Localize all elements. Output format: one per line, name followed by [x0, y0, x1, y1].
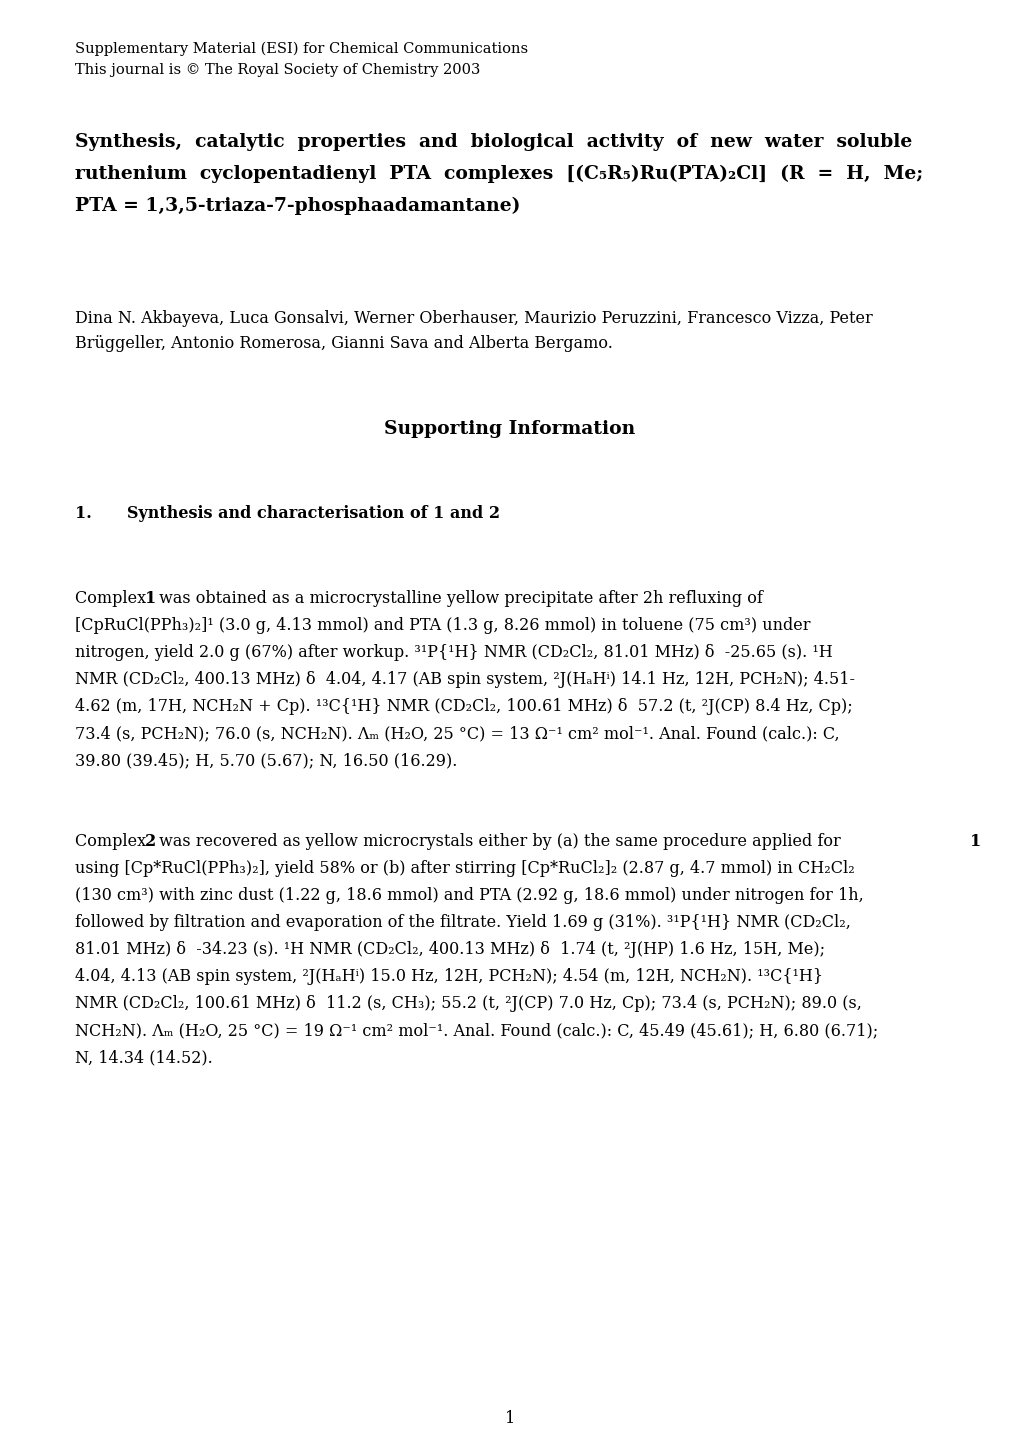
Text: Supplementary Material (ESI) for Chemical Communications: Supplementary Material (ESI) for Chemica…: [75, 42, 528, 56]
Text: Synthesis,  catalytic  properties  and  biological  activity  of  new  water  so: Synthesis, catalytic properties and biol…: [75, 133, 911, 152]
Text: using [Cp*RuCl(PPh₃)₂], yield 58% or (b) after stirring [Cp*RuCl₂]₂ (2.87 g, 4.7: using [Cp*RuCl(PPh₃)₂], yield 58% or (b)…: [75, 860, 854, 877]
Text: PTA = 1,3,5-triaza-7-phosphaadamantane): PTA = 1,3,5-triaza-7-phosphaadamantane): [75, 198, 520, 215]
Text: Synthesis and characterisation of 1 and 2: Synthesis and characterisation of 1 and …: [127, 505, 499, 522]
Text: 1.: 1.: [75, 505, 92, 522]
Text: [CpRuCl(PPh₃)₂]¹ (3.0 g, 4.13 mmol) and PTA (1.3 g, 8.26 mmol) in toluene (75 cm: [CpRuCl(PPh₃)₂]¹ (3.0 g, 4.13 mmol) and …: [75, 618, 810, 633]
Text: 39.80 (39.45); H, 5.70 (5.67); N, 16.50 (16.29).: 39.80 (39.45); H, 5.70 (5.67); N, 16.50 …: [75, 752, 457, 769]
Text: 4.04, 4.13 (AB spin system, ²J(HₐHⁱ) 15.0 Hz, 12H, PCH₂N); 4.54 (m, 12H, NCH₂N).: 4.04, 4.13 (AB spin system, ²J(HₐHⁱ) 15.…: [75, 968, 822, 986]
Text: 2: 2: [145, 833, 156, 850]
Text: was obtained as a microcrystalline yellow precipitate after 2h refluxing of: was obtained as a microcrystalline yello…: [154, 590, 762, 608]
Text: N, 14.34 (14.52).: N, 14.34 (14.52).: [75, 1049, 213, 1066]
Text: 1: 1: [504, 1410, 515, 1427]
Text: Brüggeller, Antonio Romerosa, Gianni Sava and Alberta Bergamo.: Brüggeller, Antonio Romerosa, Gianni Sav…: [75, 335, 612, 352]
Text: NMR (CD₂Cl₂, 100.61 MHz) δ  11.2 (s, CH₃); 55.2 (t, ²J(CP) 7.0 Hz, Cp); 73.4 (s,: NMR (CD₂Cl₂, 100.61 MHz) δ 11.2 (s, CH₃)…: [75, 996, 861, 1012]
Text: followed by filtration and evaporation of the filtrate. Yield 1.69 g (31%). ³¹P{: followed by filtration and evaporation o…: [75, 913, 850, 931]
Text: 1: 1: [145, 590, 156, 608]
Text: Complex: Complex: [75, 590, 151, 608]
Text: Complex: Complex: [75, 833, 151, 850]
Text: 81.01 MHz) δ  -34.23 (s). ¹H NMR (CD₂Cl₂, 400.13 MHz) δ  1.74 (t, ²J(HP) 1.6 Hz,: 81.01 MHz) δ -34.23 (s). ¹H NMR (CD₂Cl₂,…: [75, 941, 824, 958]
Text: NCH₂N). Λₘ (H₂O, 25 °C) = 19 Ω⁻¹ cm² mol⁻¹. Anal. Found (calc.): C, 45.49 (45.61: NCH₂N). Λₘ (H₂O, 25 °C) = 19 Ω⁻¹ cm² mol…: [75, 1022, 877, 1039]
Text: ruthenium  cyclopentadienyl  PTA  complexes  [(C₅R₅)Ru(PTA)₂Cl]  (R  =  H,  Me;: ruthenium cyclopentadienyl PTA complexes…: [75, 165, 922, 183]
Text: nitrogen, yield 2.0 g (67%) after workup. ³¹P{¹H} NMR (CD₂Cl₂, 81.01 MHz) δ  -25: nitrogen, yield 2.0 g (67%) after workup…: [75, 644, 832, 661]
Text: 4.62 (m, 17H, NCH₂N + Cp). ¹³C{¹H} NMR (CD₂Cl₂, 100.61 MHz) δ  57.2 (t, ²J(CP) 8: 4.62 (m, 17H, NCH₂N + Cp). ¹³C{¹H} NMR (…: [75, 698, 852, 714]
Text: 73.4 (s, PCH₂N); 76.0 (s, NCH₂N). Λₘ (H₂O, 25 °C) = 13 Ω⁻¹ cm² mol⁻¹. Anal. Foun: 73.4 (s, PCH₂N); 76.0 (s, NCH₂N). Λₘ (H₂…: [75, 724, 839, 742]
Text: This journal is © The Royal Society of Chemistry 2003: This journal is © The Royal Society of C…: [75, 63, 480, 76]
Text: NMR (CD₂Cl₂, 400.13 MHz) δ  4.04, 4.17 (AB spin system, ²J(HₐHⁱ) 14.1 Hz, 12H, P: NMR (CD₂Cl₂, 400.13 MHz) δ 4.04, 4.17 (A…: [75, 671, 854, 688]
Text: Supporting Information: Supporting Information: [384, 420, 635, 439]
Text: Dina N. Akbayeva, Luca Gonsalvi, Werner Oberhauser, Maurizio Peruzzini, Francesc: Dina N. Akbayeva, Luca Gonsalvi, Werner …: [75, 310, 872, 328]
Text: (130 cm³) with zinc dust (1.22 g, 18.6 mmol) and PTA (2.92 g, 18.6 mmol) under n: (130 cm³) with zinc dust (1.22 g, 18.6 m…: [75, 887, 863, 903]
Text: 1: 1: [969, 833, 980, 850]
Text: was recovered as yellow microcrystals either by (a) the same procedure applied f: was recovered as yellow microcrystals ei…: [154, 833, 845, 850]
